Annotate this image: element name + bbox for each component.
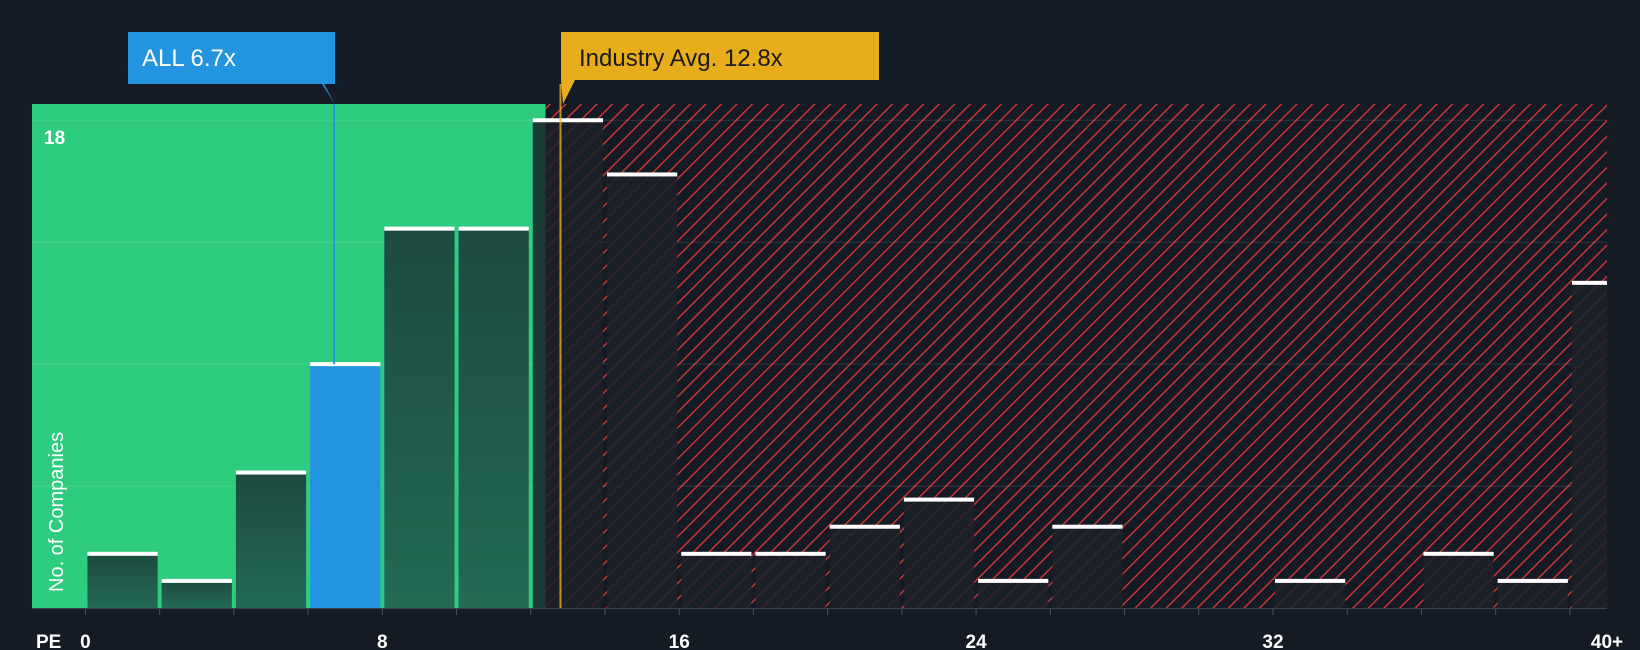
company-callout: ALL 6.7x bbox=[128, 32, 335, 104]
histogram-bar-cap bbox=[1571, 280, 1607, 285]
x-tick-label: 24 bbox=[966, 632, 988, 650]
histogram-bar-cap bbox=[829, 524, 900, 529]
histogram-bar bbox=[161, 580, 232, 608]
histogram-bar bbox=[1497, 580, 1568, 608]
histogram-bar-cap bbox=[532, 118, 603, 123]
histogram-bar-cap bbox=[1052, 524, 1123, 529]
histogram-bar-cap bbox=[87, 551, 158, 556]
histogram-bar-cap bbox=[235, 470, 307, 475]
x-tick-label: 16 bbox=[669, 632, 690, 650]
histogram-bar-cap bbox=[1497, 578, 1568, 583]
histogram-bar bbox=[384, 228, 455, 609]
histogram-bar-cap bbox=[1274, 578, 1346, 583]
histogram-bar-cap bbox=[978, 578, 1049, 583]
histogram-bar bbox=[1274, 580, 1346, 608]
x-tick-label: 8 bbox=[377, 632, 388, 650]
histogram-bar-cap bbox=[681, 551, 752, 556]
x-tick-label: 0 bbox=[80, 632, 91, 650]
histogram-bar-cap bbox=[384, 226, 455, 231]
histogram-bar-cap bbox=[458, 226, 529, 231]
x-axis-label: PE bbox=[36, 632, 61, 650]
industry-callout: Industry Avg. 12.8x bbox=[561, 32, 879, 104]
histogram-bar bbox=[903, 499, 975, 608]
histogram-bar bbox=[458, 228, 529, 609]
histogram-bar-cap bbox=[1423, 551, 1494, 556]
industry-callout-label: Industry Avg. 12.8x bbox=[579, 45, 783, 72]
histogram-bar bbox=[87, 553, 158, 608]
histogram-bars bbox=[87, 118, 1607, 609]
histogram-bar bbox=[235, 472, 307, 608]
valuation-zones bbox=[32, 104, 1608, 608]
histogram-bar-cap bbox=[310, 362, 381, 367]
histogram-bar bbox=[1571, 282, 1607, 608]
company-callout-label: ALL 6.7x bbox=[142, 45, 236, 72]
histogram-bar bbox=[1052, 526, 1123, 608]
x-tick-label: 32 bbox=[1262, 632, 1283, 650]
x-axis: 0 8 16 24 32 40+ bbox=[32, 608, 1623, 650]
x-tick-label: 40+ bbox=[1591, 632, 1623, 650]
value-markers bbox=[333, 84, 562, 608]
histogram-bar bbox=[1423, 553, 1494, 608]
histogram-bar bbox=[978, 580, 1049, 608]
expensive-zone bbox=[545, 104, 1608, 608]
histogram-bar bbox=[606, 174, 678, 609]
histogram-bar-cap bbox=[161, 578, 232, 583]
histogram-bar bbox=[829, 526, 900, 608]
histogram-bar bbox=[532, 120, 603, 609]
y-axis-label: No. of Companies bbox=[46, 432, 68, 592]
y-tick-label: 18 bbox=[44, 128, 65, 149]
histogram-bar-cap bbox=[903, 497, 975, 502]
histogram-bar bbox=[755, 553, 826, 608]
histogram-bar-cap bbox=[606, 172, 678, 177]
histogram-bar-cap bbox=[755, 551, 826, 556]
histogram-bar bbox=[681, 553, 752, 608]
histogram-bar bbox=[310, 364, 381, 608]
